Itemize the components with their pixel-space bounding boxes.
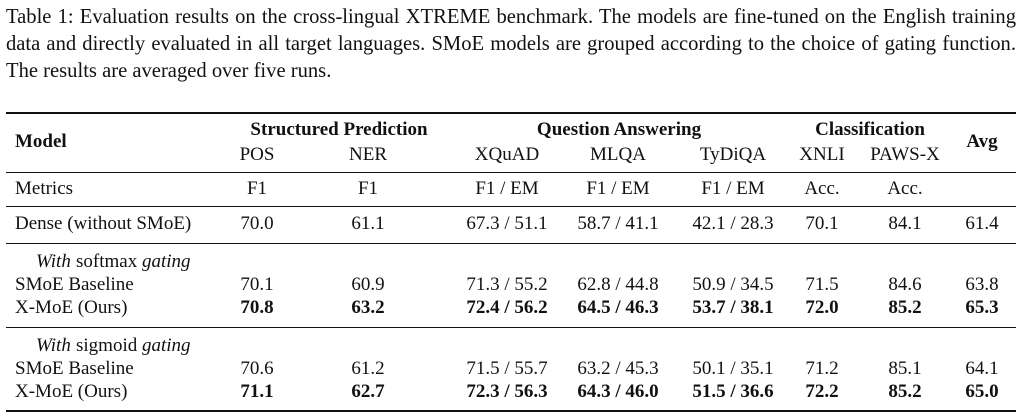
group-header: Question Answering [536,119,702,140]
column-header: NER [349,144,387,165]
cell: 72.2 [805,381,839,402]
cell: 60.9 [351,274,385,295]
cell: 85.2 [888,381,922,402]
row-name: SMoE Baseline [15,274,134,295]
section-gate: sigmoid [76,335,138,356]
group-header: Classification [815,119,925,140]
cell: 65.0 [965,381,999,402]
avg-header: Avg [966,131,998,152]
cell: 63.2 [351,297,385,318]
section-prefix: With [36,335,71,356]
group-header: Structured Prediction [250,119,428,140]
metric: F1 / EM [475,178,539,199]
cell: 84.1 [888,213,922,234]
cell: 70.1 [805,213,839,234]
rule [6,327,1016,328]
cell: 70.1 [240,274,274,295]
cell: 71.1 [240,381,274,402]
cell: 61.1 [351,213,385,234]
section-gate: softmax [76,251,138,272]
cell: 67.3 / 51.1 [466,213,548,234]
cell: 61.4 [965,213,999,234]
cell: 50.1 / 35.1 [692,358,774,379]
cell: 58.7 / 41.1 [577,213,659,234]
column-header: POS [239,144,275,165]
row-name: SMoE Baseline [15,358,134,379]
cell: 70.8 [240,297,274,318]
rule [6,206,1016,207]
metric: F1 [246,178,268,199]
column-header: XNLI [799,144,845,165]
model-header: Model [15,131,67,152]
cell: 71.5 / 55.7 [466,358,548,379]
metric: F1 [357,178,379,199]
metric: F1 / EM [701,178,765,199]
cell: 85.2 [888,297,922,318]
cell: 64.5 / 46.3 [577,297,659,318]
cell: 64.3 / 46.0 [577,381,659,402]
cell: 61.2 [351,358,385,379]
cell: 62.8 / 44.8 [577,274,659,295]
cell: 70.6 [240,358,274,379]
row-name: X-MoE (Ours) [15,381,128,402]
cell: 70.0 [240,213,274,234]
row-name: X-MoE (Ours) [15,297,128,318]
cell: 72.3 / 56.3 [466,381,548,402]
cell: 62.7 [351,381,385,402]
bottom-rule [6,410,1016,412]
column-header: TyDiQA [699,144,767,165]
cell: 71.5 [805,274,839,295]
row-name: Dense (without SMoE) [15,213,192,234]
section-prefix: With [36,251,71,272]
cell: 72.0 [805,297,839,318]
cell: 84.6 [888,274,922,295]
column-header: XQuAD [474,144,540,165]
cell: 50.9 / 34.5 [692,274,774,295]
rule [6,172,1016,173]
cell: 72.4 / 56.2 [466,297,548,318]
metrics-label: Metrics [15,178,74,199]
section-suffix: gating [142,335,191,356]
cell: 53.7 / 38.1 [692,297,774,318]
cell: 71.3 / 55.2 [466,274,548,295]
cell: 85.1 [888,358,922,379]
rule [6,243,1016,244]
metric: Acc. [887,178,923,199]
cell: 64.1 [965,358,999,379]
cell: 42.1 / 28.3 [692,213,774,234]
cell: 71.2 [805,358,839,379]
metric: Acc. [804,178,840,199]
cell: 65.3 [965,297,999,318]
cell: 51.5 / 36.6 [692,381,774,402]
section-suffix: gating [142,251,191,272]
column-header: MLQA [590,144,646,165]
cell: 63.8 [965,274,999,295]
cell: 63.2 / 45.3 [577,358,659,379]
caption: Table 1: Evaluation results on the cross… [6,6,1016,82]
metric: F1 / EM [586,178,650,199]
top-rule [6,112,1016,114]
column-header: PAWS-X [870,144,940,165]
